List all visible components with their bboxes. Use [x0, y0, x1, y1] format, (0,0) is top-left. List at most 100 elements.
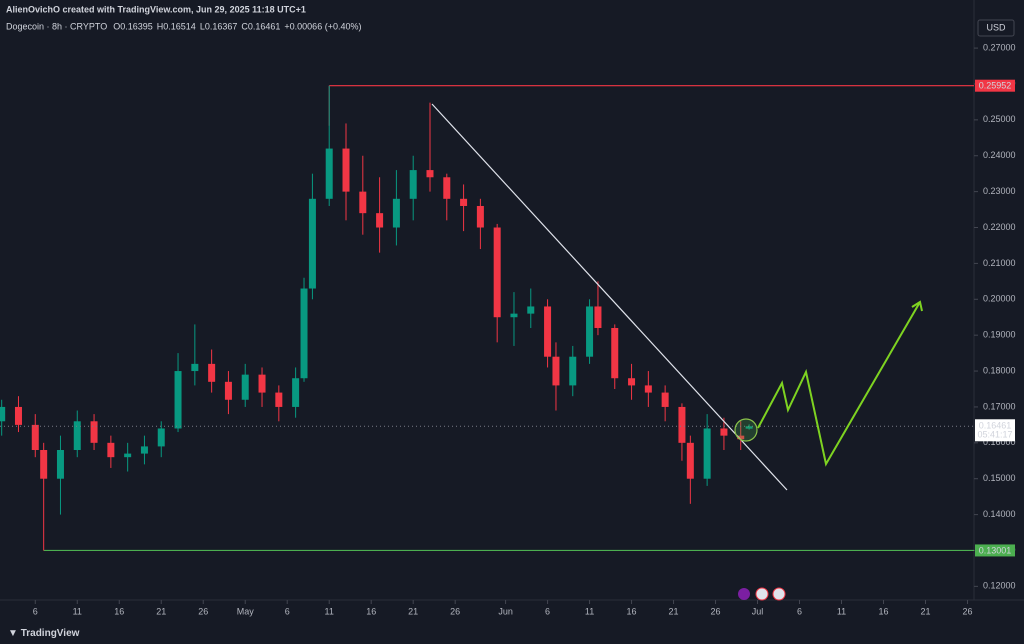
y-tick-label: 0.14000	[983, 509, 1016, 519]
y-tick-label: 0.19000	[983, 330, 1016, 340]
x-tick-label: 16	[114, 606, 124, 616]
x-tick-label: 26	[450, 606, 460, 616]
candle-body	[443, 177, 451, 199]
candle-body	[40, 450, 48, 479]
x-tick-label: 6	[285, 606, 290, 616]
candle-body	[628, 378, 636, 386]
candle-body	[376, 213, 384, 228]
candle-body	[325, 148, 333, 199]
y-tick-label: 0.15000	[983, 473, 1016, 483]
legend: Dogecoin · 8h · CRYPTO O0.16395 H0.16514 L0…	[6, 21, 361, 31]
legend-ohlc: L0.16367	[200, 21, 238, 31]
x-tick-label: 26	[711, 606, 721, 616]
x-tick-label: 26	[962, 606, 972, 616]
event-icons	[738, 587, 786, 601]
candle-body	[241, 374, 249, 400]
candle-body	[90, 421, 98, 443]
legend-symbol: Dogecoin · 8h · CRYPTO	[6, 21, 107, 31]
event-icon[interactable]	[755, 587, 769, 601]
x-tick-label: 11	[73, 606, 82, 616]
x-tick-label: 6	[33, 606, 38, 616]
legend-ohlc: H0.16514	[157, 21, 196, 31]
y-tick-label: 0.17000	[983, 401, 1016, 411]
y-tick-label: 0.24000	[983, 150, 1016, 160]
y-tick-label: 0.25000	[983, 114, 1016, 124]
candle-body	[73, 421, 81, 450]
candle-body	[678, 406, 686, 443]
last-price-box	[975, 419, 1015, 442]
candle-body	[208, 363, 216, 382]
x-tick-label: 26	[198, 606, 208, 616]
candle-body	[31, 424, 39, 450]
candle-body	[191, 363, 199, 372]
x-tick-label: 11	[325, 606, 334, 616]
highlight-circle	[734, 418, 758, 442]
candle-body	[308, 198, 316, 289]
candle-body	[493, 227, 501, 318]
x-tick-label: 11	[837, 606, 846, 616]
candle-body	[569, 356, 577, 386]
candle-body	[0, 406, 6, 422]
x-tick-label: 11	[585, 606, 594, 616]
candle-body	[14, 406, 22, 425]
x-tick-label: 21	[408, 606, 418, 616]
x-tick-label: 6	[797, 606, 802, 616]
candle-body	[586, 306, 594, 357]
candle-body	[745, 426, 753, 429]
candle-body	[392, 198, 400, 228]
x-tick-label: 21	[156, 606, 166, 616]
candle-body	[140, 446, 148, 454]
candle-body	[611, 327, 619, 379]
candle-body	[594, 306, 602, 328]
y-tick-label: 0.22000	[983, 222, 1016, 232]
x-tick-label: 6	[545, 606, 550, 616]
candle-body	[661, 392, 669, 407]
y-tick-label: 0.20000	[983, 294, 1016, 304]
level-label-box	[975, 79, 1015, 92]
x-tick-label: Jul	[752, 606, 764, 616]
y-tick-label: 0.12000	[983, 581, 1016, 591]
y-tick-label: 0.16000	[983, 437, 1016, 447]
countdown-label: 05:41:17	[977, 430, 1012, 440]
candle-body	[275, 392, 283, 407]
candle-body	[224, 381, 232, 400]
projection-path	[757, 301, 921, 467]
candle-body	[409, 170, 417, 199]
x-tick-label: 16	[627, 606, 637, 616]
candle-body	[510, 313, 518, 318]
level-label: 0.25952	[979, 81, 1012, 91]
candle-body	[157, 428, 165, 447]
currency: USD	[986, 22, 1006, 32]
header-title: AlienOvichO created with TradingView.com…	[6, 4, 306, 14]
candle-body	[527, 306, 535, 314]
plot-area	[0, 85, 974, 552]
y-tick-label: 0.18000	[983, 365, 1016, 375]
candle-body	[56, 450, 64, 479]
candle-body	[107, 442, 115, 458]
candle-body	[460, 198, 468, 206]
candle-body	[359, 191, 367, 214]
event-icon[interactable]	[738, 588, 750, 600]
candle-body	[720, 428, 728, 436]
candle-body	[292, 378, 300, 407]
legend-ohlc: C0.16461	[241, 21, 280, 31]
x-tick-label: Jun	[498, 606, 513, 616]
candle-body	[703, 428, 711, 479]
candle-body	[426, 170, 434, 178]
candle-body	[552, 356, 560, 386]
candle-body	[737, 435, 745, 440]
legend-ohlc: +0.00066 (+0.40%)	[284, 21, 361, 31]
currency-box[interactable]	[977, 19, 1015, 37]
event-icon[interactable]	[772, 587, 786, 601]
candle-body	[174, 371, 182, 429]
level-label-box	[975, 544, 1015, 557]
y-tick-label: 0.21000	[983, 258, 1016, 268]
projection-arrow	[911, 300, 923, 312]
x-tick-label: 16	[878, 606, 888, 616]
brand: ▼ TradingView	[8, 628, 80, 639]
legend-ohlc: O0.16395	[113, 21, 153, 31]
candle-body	[644, 385, 652, 393]
last-price-label: 0.16461	[979, 421, 1012, 431]
